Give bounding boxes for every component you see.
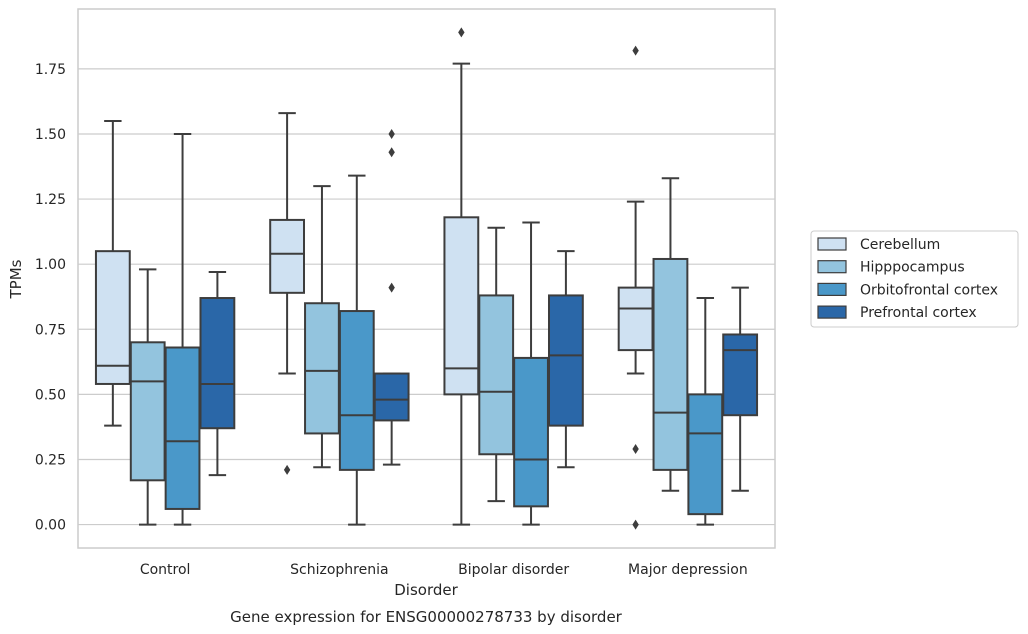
box-cerebellum bbox=[443, 27, 480, 526]
legend-swatch bbox=[817, 237, 847, 251]
x-tick-label: Bipolar disorder bbox=[458, 562, 569, 578]
legend: Cerebellum Hipppocampus Orbitofrontal cort… bbox=[810, 230, 1019, 328]
x-tick-label: Major depression bbox=[628, 562, 748, 578]
y-axis-label: TPMs bbox=[7, 259, 25, 299]
chart-caption: Gene expression for ENSG00000278733 by d… bbox=[230, 608, 623, 626]
box-iqr bbox=[513, 356, 549, 508]
y-tick-label: 1.25 bbox=[35, 192, 66, 208]
box-prefrontal-cortex bbox=[547, 250, 584, 469]
outlier-point bbox=[458, 27, 465, 38]
box-orbitofrontal-cortex bbox=[687, 297, 724, 526]
x-axis-label: Disorder bbox=[394, 581, 458, 599]
box-orbitofrontal-cortex bbox=[513, 221, 549, 526]
y-tick-label: 0.75 bbox=[35, 322, 66, 338]
box-iqr bbox=[722, 333, 759, 417]
box-iqr bbox=[164, 346, 201, 510]
box-iqr bbox=[547, 294, 584, 427]
box-iqr bbox=[129, 341, 166, 482]
outlier-point bbox=[632, 519, 639, 530]
box-iqr bbox=[373, 372, 410, 422]
boxes-layer bbox=[94, 27, 759, 530]
box-cerebellum bbox=[617, 45, 654, 530]
box-orbitofrontal-cortex bbox=[338, 174, 375, 526]
box-iqr bbox=[94, 250, 131, 385]
legend-frame bbox=[810, 230, 1019, 328]
box-iqr bbox=[443, 216, 480, 396]
box-cerebellum bbox=[269, 112, 306, 475]
box-iqr bbox=[304, 302, 340, 435]
x-tick-labels: Control Schizophrenia Bipolar disorder Majo… bbox=[140, 562, 748, 578]
box-iqr bbox=[478, 294, 515, 456]
outlier-point bbox=[632, 45, 639, 56]
legend-swatch bbox=[817, 260, 847, 274]
outlier-point bbox=[388, 282, 395, 293]
y-tick-label: 0.00 bbox=[35, 518, 66, 534]
legend-label: Prefrontal cortex bbox=[860, 305, 977, 321]
outlier-point bbox=[388, 128, 395, 139]
legend-swatch bbox=[817, 305, 847, 319]
box-iqr bbox=[199, 297, 236, 430]
legend-label: Cerebellum bbox=[860, 237, 940, 253]
outlier-point bbox=[632, 444, 639, 455]
box-hipppocampus bbox=[129, 268, 166, 526]
x-tick-label: Schizophrenia bbox=[290, 562, 388, 578]
box-cerebellum bbox=[94, 119, 131, 427]
box-hipppocampus bbox=[304, 185, 340, 469]
y-tick-label: 0.25 bbox=[35, 452, 66, 468]
y-tick-labels: 0.00 0.25 0.50 0.75 1.00 1.25 1.50 1.75 bbox=[35, 62, 66, 534]
y-tick-label: 1.00 bbox=[35, 257, 66, 273]
box-orbitofrontal-cortex bbox=[164, 132, 201, 526]
box-hipppocampus bbox=[652, 177, 689, 492]
box-iqr bbox=[269, 218, 306, 294]
y-tick-label: 1.75 bbox=[35, 62, 66, 78]
outlier-point bbox=[283, 464, 291, 475]
legend-swatch bbox=[817, 282, 847, 296]
box-iqr bbox=[652, 257, 689, 471]
box-iqr bbox=[617, 286, 654, 352]
box-prefrontal-cortex bbox=[373, 128, 410, 466]
x-tick-label: Control bbox=[140, 562, 191, 578]
legend-label: Orbitofrontal cortex bbox=[860, 282, 998, 298]
box-prefrontal-cortex bbox=[199, 270, 236, 477]
box-hipppocampus bbox=[478, 226, 515, 503]
y-tick-label: 1.50 bbox=[35, 127, 66, 143]
box-prefrontal-cortex bbox=[722, 286, 759, 492]
y-tick-label: 0.50 bbox=[35, 387, 66, 403]
outlier-point bbox=[388, 147, 395, 158]
box-iqr bbox=[338, 310, 375, 471]
box-iqr bbox=[687, 393, 724, 516]
plot-frame bbox=[77, 8, 776, 549]
legend-label: Hipppocampus bbox=[860, 260, 965, 276]
